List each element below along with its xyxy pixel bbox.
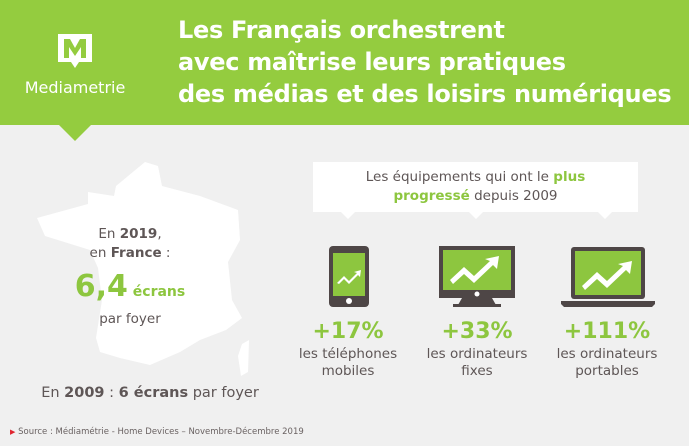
title-line: des médias et des loisirs numériques — [178, 80, 672, 108]
bubble-pointer — [468, 211, 484, 219]
bubble-pointer — [597, 211, 613, 219]
logo-text: Mediametrie — [24, 78, 126, 97]
france-map — [37, 162, 249, 376]
page-title: Les Français orchestrent avec maîtrise l… — [178, 14, 672, 110]
percentage: +33% — [441, 319, 513, 344]
device-label: fixes — [461, 363, 493, 379]
laptop-icon — [561, 247, 655, 307]
country: France — [110, 245, 162, 261]
device-label: les téléphones — [298, 346, 398, 362]
header-banner — [0, 0, 689, 125]
source-note: ▶ Source : Médiamétrie - Home Devices – … — [10, 427, 304, 437]
device-label: les ordinateurs — [556, 346, 658, 362]
mediametrie-logo: Mediametrie — [20, 32, 130, 97]
triangle-marker-icon: ▶ — [10, 428, 16, 436]
per-household: par foyer — [99, 311, 161, 327]
header-pointer — [58, 124, 92, 141]
screens-value: 6,4 — [74, 269, 128, 304]
title-line: avec maîtrise leurs pratiques — [178, 48, 566, 76]
france-2019-stat: En 2019, en France : 6,4 écrans par foye… — [60, 225, 200, 329]
year: 2019 — [119, 226, 158, 242]
device-label: mobiles — [321, 363, 375, 379]
percentage: +111% — [563, 319, 651, 344]
mediametrie-m-icon — [58, 34, 92, 68]
device-label: portables — [575, 363, 639, 379]
smartphone-icon — [329, 246, 369, 307]
stat-2009: En 2009 : 6 écrans par foyer — [41, 385, 259, 401]
speech-bubble: Les équipements qui ont le plus progressé… — [313, 162, 638, 212]
device-stat-desktop: +33% les ordinateurs fixes — [412, 318, 542, 380]
title-line: Les Français orchestrent — [178, 16, 505, 44]
bubble-pointer — [340, 211, 356, 219]
device-label: les ordinateurs — [426, 346, 528, 362]
device-stat-laptop: +111% les ordinateurs portables — [542, 318, 672, 380]
device-stat-mobile: +17% les téléphones mobiles — [283, 318, 413, 380]
percentage: +17% — [312, 319, 384, 344]
desktop-monitor-icon — [439, 246, 515, 307]
